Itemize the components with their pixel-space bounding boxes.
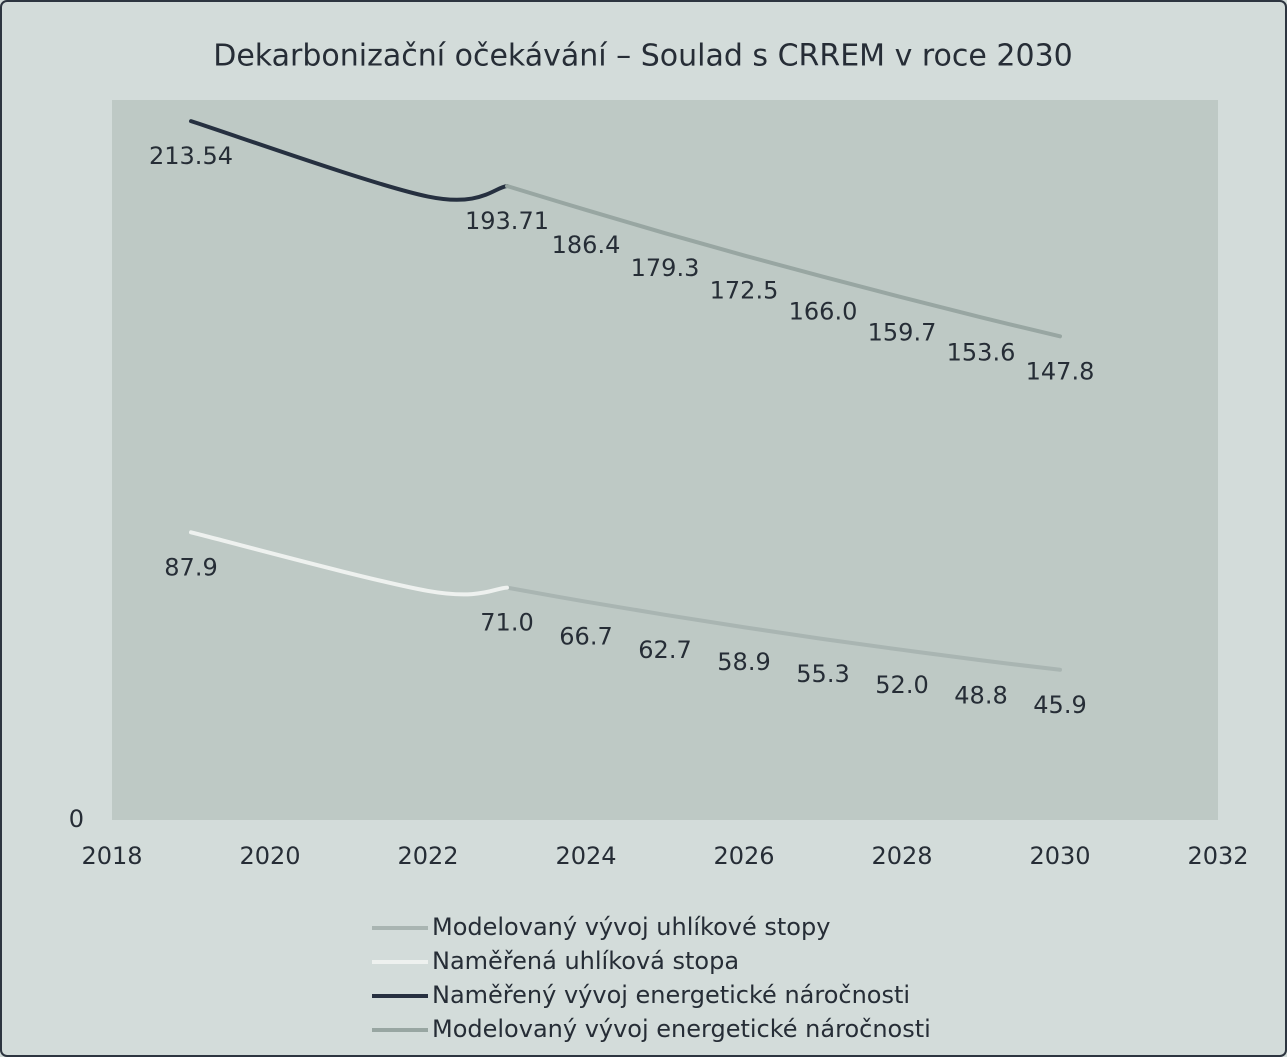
data-label: 186.4 [552,231,621,259]
y-tick-label: 0 [69,805,84,833]
x-tick-label: 2028 [871,842,932,870]
data-label: 159.7 [868,318,937,346]
series-line [505,585,1062,672]
plot-area [112,100,1218,820]
x-tick-label: 2020 [239,842,300,870]
data-label: 166.0 [789,298,858,326]
data-label: 179.3 [631,254,700,282]
chart-title: Dekarbonizační očekávání – Soulad s CRRE… [213,39,1073,74]
data-label: 45.9 [1033,691,1086,719]
legend-label: Modelovaný vývoj uhlíkové stopy [432,913,830,941]
data-label: 66.7 [559,623,612,651]
data-label: 153.6 [947,338,1016,366]
x-tick-label: 2026 [713,842,774,870]
data-label: 52.0 [875,671,928,699]
series-line [189,119,509,202]
x-tick-label: 2022 [397,842,458,870]
data-label: 62.7 [638,636,691,664]
data-label: 193.71 [465,207,549,235]
series-line [189,530,509,597]
data-label: 58.9 [717,648,770,676]
data-label: 48.8 [954,681,1007,709]
legend-label: Naměřený vývoj energetické náročnosti [432,981,910,1009]
legend-label: Modelovaný vývoj energetické náročnosti [432,1015,931,1043]
data-label: 55.3 [796,660,849,688]
data-label: 87.9 [164,553,217,581]
x-tick-label: 2018 [81,842,142,870]
data-label: 147.8 [1026,357,1095,385]
x-tick-label: 2024 [555,842,616,870]
x-tick-label: 2030 [1029,842,1090,870]
data-label: 172.5 [710,276,779,304]
x-tick-label: 2032 [1187,842,1248,870]
series-line [505,184,1062,339]
data-label: 213.54 [149,142,233,170]
data-label: 71.0 [480,609,533,637]
legend-label: Naměřená uhlíková stopa [432,947,739,975]
